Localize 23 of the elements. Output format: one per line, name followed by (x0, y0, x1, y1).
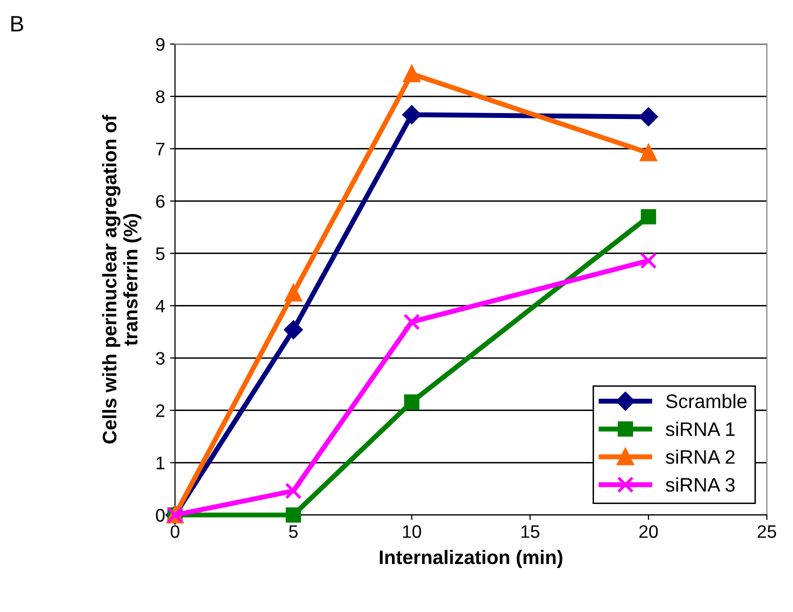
x-tick-label: 25 (758, 525, 776, 538)
x-axis-title: Internalization (min) (380, 550, 562, 568)
legend-label: siRNA 1 (666, 422, 735, 436)
x-tick-label: 0 (170, 525, 180, 538)
legend-label: siRNA 3 (666, 477, 735, 492)
y-tick-label: 1 (156, 456, 164, 470)
y-tick-label: 4 (156, 300, 165, 312)
y-tick-label: 5 (156, 247, 165, 260)
text: B (11, 16, 24, 32)
y-tick-label: 8 (156, 90, 165, 104)
legend-label: siRNA 2 (666, 450, 735, 464)
x-tick-label: 5 (289, 525, 298, 538)
x-tick-label: 20 (639, 525, 658, 538)
y-tick-label: 7 (156, 142, 164, 156)
legend-label: Scramble (666, 394, 747, 408)
y-tick-label: 2 (156, 404, 164, 417)
x-tick-label: 15 (521, 525, 540, 538)
y-tick-label: 6 (156, 194, 164, 208)
x-tick-label: 10 (403, 525, 422, 538)
y-axis-title: Cells with perinuclear agregation of transferrin (%) (102, 114, 142, 444)
y-tick-label: 3 (156, 352, 164, 365)
y-tick-label: 9 (156, 38, 164, 51)
y-tick-label: 0 (156, 508, 165, 522)
